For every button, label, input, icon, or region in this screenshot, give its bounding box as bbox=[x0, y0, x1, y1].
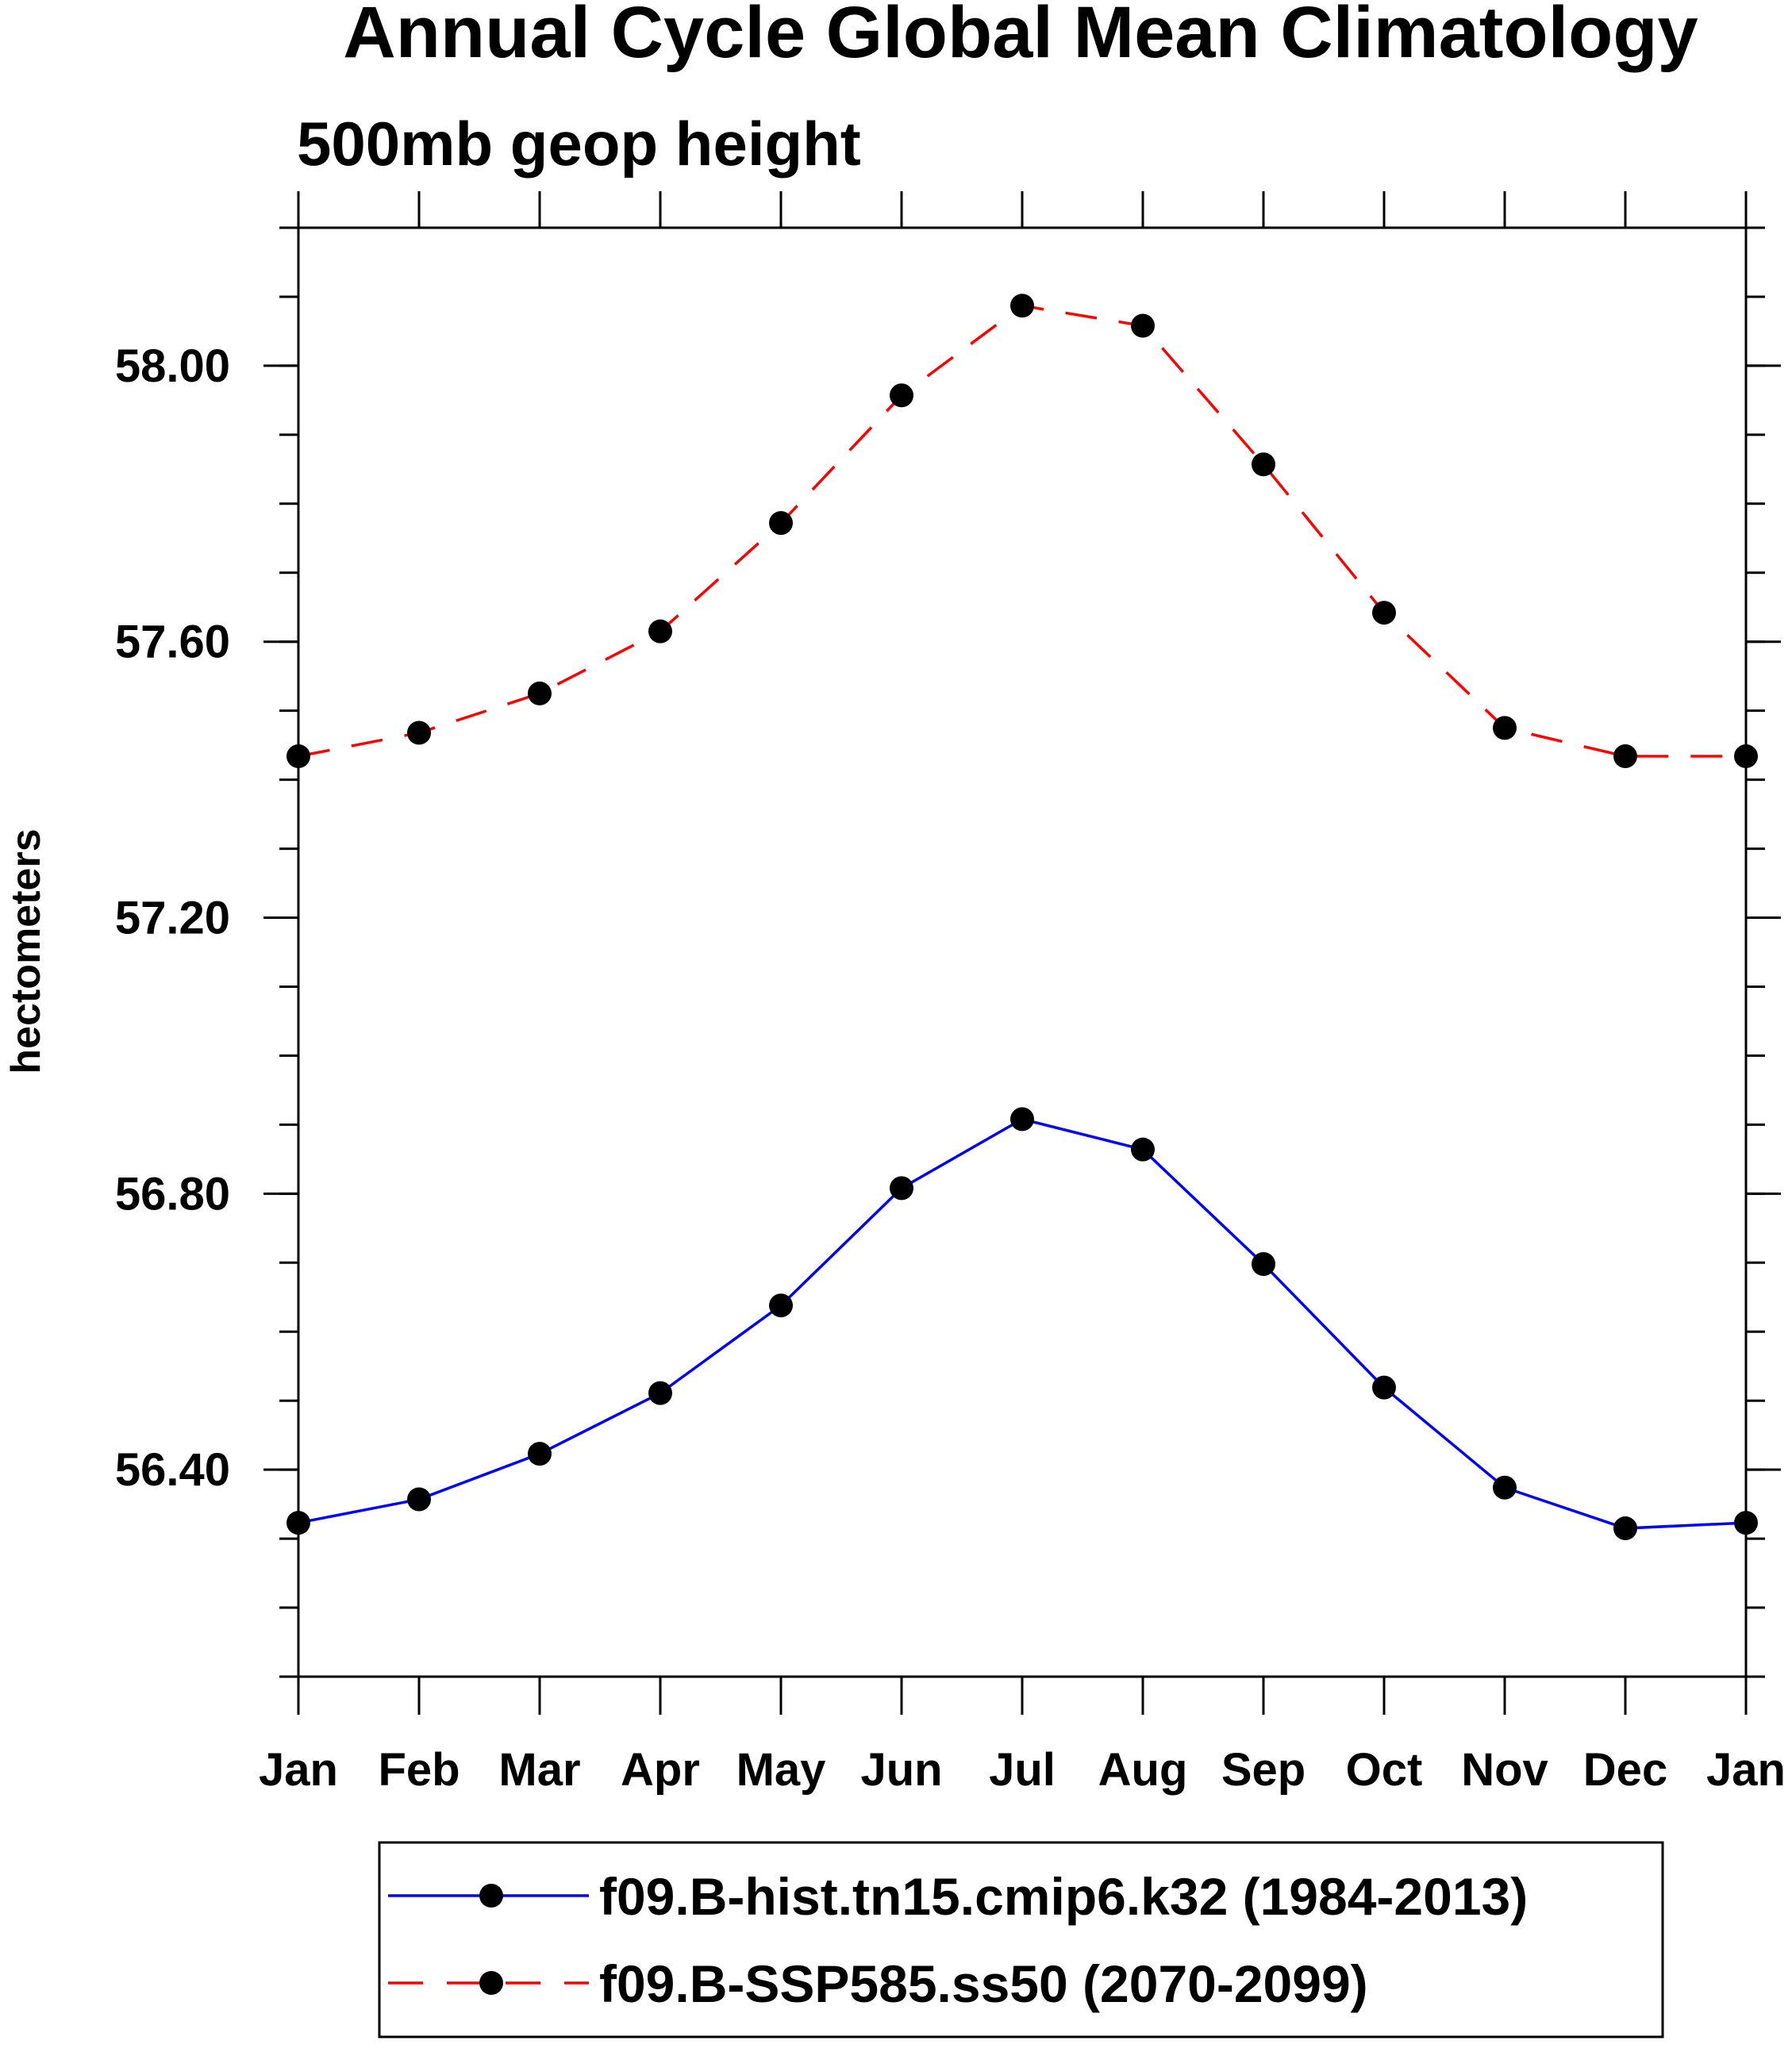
data-point bbox=[769, 1293, 793, 1318]
data-point bbox=[648, 619, 672, 644]
data-point bbox=[1613, 1516, 1637, 1541]
chart-subtitle: 500mb geop height bbox=[297, 109, 861, 179]
y-tick-label: 58.00 bbox=[115, 340, 230, 392]
data-point bbox=[286, 1511, 310, 1535]
data-point bbox=[286, 744, 310, 769]
data-point bbox=[890, 1176, 913, 1201]
data-point bbox=[890, 383, 913, 408]
x-tick-label: Jul bbox=[989, 1744, 1056, 1796]
data-point bbox=[407, 1487, 431, 1512]
data-point bbox=[648, 1381, 672, 1405]
data-point bbox=[1252, 452, 1275, 477]
legend: f09.B-hist.tn15.cmip6.k32 (1984-2013) f09… bbox=[388, 1867, 1528, 2013]
x-tick-label: Dec bbox=[1583, 1744, 1667, 1796]
data-point bbox=[1372, 601, 1396, 625]
legend-marker bbox=[479, 1971, 503, 1995]
data-point bbox=[1131, 1137, 1155, 1162]
legend-marker bbox=[479, 1884, 503, 1908]
x-tick-label: Nov bbox=[1461, 1744, 1548, 1796]
series-line bbox=[298, 304, 1746, 758]
x-tick-label: May bbox=[736, 1744, 826, 1796]
y-tick-label: 57.60 bbox=[115, 617, 230, 668]
data-point bbox=[1010, 294, 1034, 318]
y-tick-label: 56.80 bbox=[115, 1168, 230, 1220]
x-tick-label: Feb bbox=[378, 1744, 460, 1796]
series-group bbox=[286, 294, 1758, 1541]
series-line bbox=[298, 1117, 1747, 1530]
x-tick-label: Apr bbox=[621, 1744, 700, 1796]
data-point bbox=[528, 681, 552, 705]
data-point bbox=[1493, 716, 1517, 740]
x-tick-label: Jan bbox=[1706, 1744, 1786, 1796]
data-point bbox=[1131, 313, 1155, 338]
x-tick-label: Aug bbox=[1098, 1744, 1188, 1796]
x-tick-label: Sep bbox=[1221, 1744, 1306, 1796]
legend-label: f09.B-hist.tn15.cmip6.k32 (1984-2013) bbox=[599, 1867, 1528, 1926]
data-point bbox=[769, 511, 793, 536]
legend-box bbox=[378, 1841, 1664, 2038]
plot-frame bbox=[297, 226, 1748, 1678]
data-point bbox=[1734, 1511, 1758, 1535]
legend-label: f09.B-SSP585.ss50 (2070-2099) bbox=[599, 1954, 1368, 2013]
x-tick-label: Oct bbox=[1346, 1744, 1423, 1796]
data-point bbox=[1252, 1252, 1275, 1277]
data-point bbox=[528, 1442, 552, 1466]
data-point bbox=[1493, 1475, 1517, 1500]
x-tick-label: Jan bbox=[259, 1744, 338, 1796]
data-point bbox=[1734, 744, 1758, 769]
x-tick-label: Jun bbox=[860, 1744, 942, 1796]
x-tick-label: Mar bbox=[498, 1744, 580, 1796]
axes: Jan Feb Mar Apr May Jun Jul Aug Sep Oct Nov Dec Jan 5… bbox=[115, 191, 1786, 1796]
chart-title: Annual Cycle Global Mean Climatology bbox=[343, 0, 1698, 73]
data-point bbox=[407, 720, 431, 745]
data-point bbox=[1372, 1375, 1396, 1400]
y-axis-label: hectometers bbox=[3, 828, 49, 1074]
y-tick-label: 56.40 bbox=[115, 1444, 230, 1496]
data-point bbox=[1010, 1107, 1034, 1132]
y-tick-label: 57.20 bbox=[115, 893, 230, 944]
data-point bbox=[1613, 744, 1637, 769]
